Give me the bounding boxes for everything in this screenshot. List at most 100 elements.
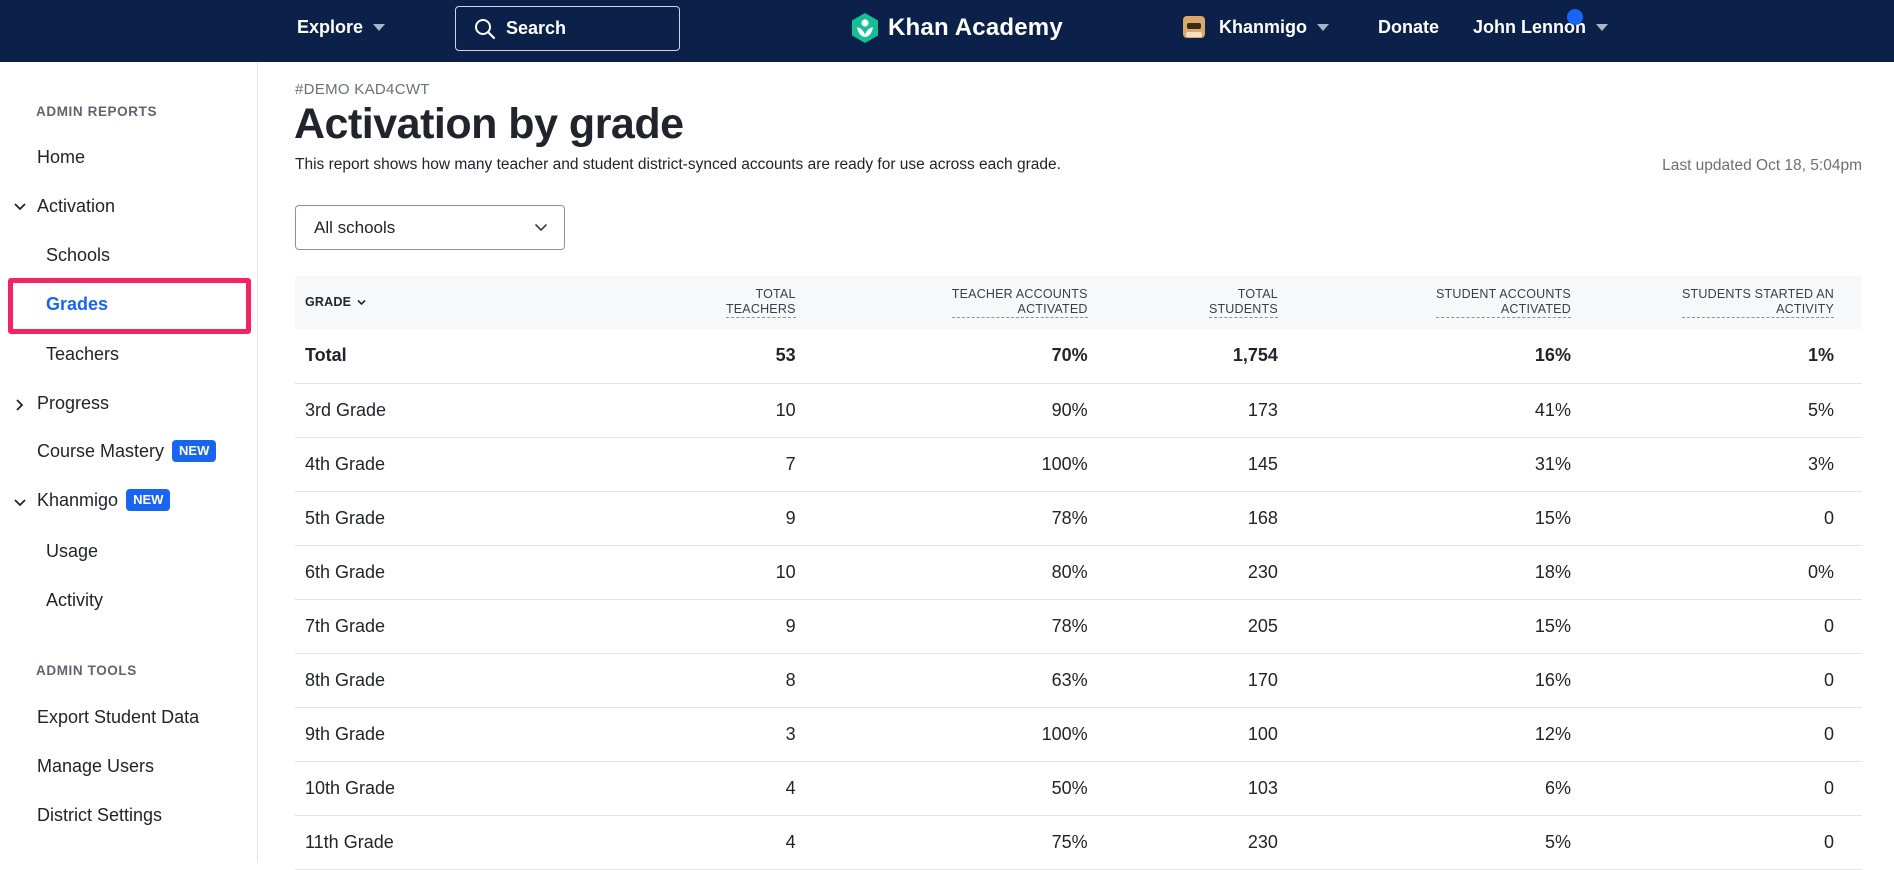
user-name: John Lennon: [1473, 16, 1586, 37]
cell-grade: 5th Grade: [295, 491, 570, 546]
chevron-down-icon[interactable]: [10, 493, 30, 513]
cell-teacher-accounts-activated: 63%: [795, 653, 1088, 708]
cell-total-students: 230: [1087, 545, 1278, 600]
sort-chevron-down-icon: [357, 299, 366, 306]
cell-grade: 8th Grade: [295, 653, 570, 708]
sidebar-item-khanmigo[interactable]: Khanmigo NEW: [37, 489, 171, 511]
sidebar-item-activity[interactable]: Activity: [46, 590, 104, 610]
column-header-line: TEACHERS: [725, 302, 796, 316]
cell-grade: 9th Grade: [295, 707, 570, 762]
sidebar-item-label: Course Mastery: [37, 440, 165, 461]
cell-teacher-accounts-activated: 75%: [795, 815, 1088, 870]
cell-student-accounts-activated: 5%: [1277, 815, 1571, 870]
school-filter-dropdown[interactable]: All schools: [295, 205, 565, 250]
cell-grade: 4th Grade: [295, 437, 570, 492]
search-button[interactable]: Search: [455, 6, 680, 51]
cell-total-teachers: 9: [569, 491, 796, 546]
cell-total-teachers: 7: [569, 437, 796, 492]
column-header-line: STUDENT ACCOUNTS: [1436, 287, 1571, 301]
column-header-line: ACTIVATED: [1500, 302, 1571, 316]
cell-total-teachers: 4: [569, 815, 796, 870]
sidebar-item-export-student-data[interactable]: Export Student Data: [37, 707, 200, 727]
logo-text: Khan Academy: [888, 14, 1063, 41]
sidebar-item-usage[interactable]: Usage: [46, 541, 99, 561]
column-header-grade[interactable]: GRADE: [295, 276, 570, 329]
sidebar-item-teachers[interactable]: Teachers: [46, 344, 120, 364]
cell-student-accounts-activated: 16%: [1277, 653, 1571, 708]
column-header-teacher-accounts-activated[interactable]: TEACHER ACCOUNTS ACTIVATED: [796, 276, 1088, 329]
cell-students-started-activity: 0: [1570, 653, 1862, 708]
cell-students-started-activity: 1%: [1570, 329, 1862, 384]
cell-teacher-accounts-activated: 78%: [795, 599, 1088, 654]
cell-students-started-activity: 0: [1570, 599, 1862, 654]
cell-student-accounts-activated: 15%: [1277, 599, 1571, 654]
cell-student-accounts-activated: 15%: [1277, 491, 1571, 546]
column-header-line: STUDENTS: [1208, 302, 1278, 316]
column-header-line: ACTIVITY: [1776, 302, 1834, 316]
table-row: 8th Grade 8 63% 170 16% 0: [295, 653, 1862, 708]
cell-total-students: 100: [1087, 707, 1278, 762]
chevron-down-icon[interactable]: [10, 197, 30, 217]
sidebar-item-manage-users[interactable]: Manage Users: [37, 756, 155, 776]
column-header-label: TOTAL TEACHERS: [725, 287, 796, 318]
selected-item-highlight: [8, 278, 251, 334]
cell-total-students: 205: [1087, 599, 1278, 654]
cell-student-accounts-activated: 31%: [1277, 437, 1571, 492]
column-header-total-students[interactable]: TOTAL STUDENTS: [1088, 276, 1278, 329]
cell-student-accounts-activated: 6%: [1277, 761, 1571, 816]
sidebar-item-course-mastery[interactable]: Course Mastery NEW: [37, 440, 217, 462]
khan-academy-logo-icon: [852, 13, 878, 43]
cell-teacher-accounts-activated: 50%: [795, 761, 1088, 816]
column-header-line: TOTAL: [755, 287, 796, 301]
cell-total-teachers: 3: [569, 707, 796, 762]
chevron-right-icon[interactable]: [10, 395, 30, 415]
column-header-total-teachers[interactable]: TOTAL TEACHERS: [570, 276, 796, 329]
cell-total-students: 145: [1087, 437, 1278, 492]
new-badge: NEW: [172, 440, 217, 462]
table-row-total: Total 53 70% 1,754 16% 1%: [295, 329, 1862, 384]
cell-total-teachers: 53: [569, 329, 796, 384]
cell-student-accounts-activated: 16%: [1277, 329, 1571, 384]
explore-menu-button[interactable]: Explore: [297, 0, 386, 54]
cell-teacher-accounts-activated: 100%: [795, 437, 1088, 492]
table-row: 7th Grade 9 78% 205 15% 0: [295, 599, 1862, 654]
column-header-students-started-activity[interactable]: STUDENTS STARTED AN ACTIVITY: [1571, 276, 1862, 329]
cell-teacher-accounts-activated: 80%: [795, 545, 1088, 600]
chevron-down-icon: [1317, 23, 1329, 31]
table-row: 6th Grade 10 80% 230 18% 0%: [295, 545, 1862, 600]
sidebar-item-progress[interactable]: Progress: [37, 393, 110, 413]
sidebar-item-schools[interactable]: Schools: [46, 245, 111, 265]
search-label: Search: [506, 18, 567, 38]
cell-total-students: 170: [1087, 653, 1278, 708]
cell-total-students: 173: [1087, 383, 1278, 438]
explore-label: Explore: [297, 16, 364, 37]
cell-grade: 6th Grade: [295, 545, 570, 600]
user-menu-button[interactable]: John Lennon: [1473, 0, 1608, 54]
cell-students-started-activity: 3%: [1570, 437, 1862, 492]
sidebar-item-home[interactable]: Home: [37, 147, 86, 167]
column-header-label: STUDENTS STARTED AN ACTIVITY: [1682, 287, 1834, 318]
sidebar-item-grades[interactable]: Grades: [46, 294, 109, 314]
donate-link[interactable]: Donate: [1378, 0, 1439, 54]
sidebar-item-activation[interactable]: Activation: [37, 196, 116, 216]
cell-total-students: 168: [1087, 491, 1278, 546]
column-header-label: TEACHER ACCOUNTS ACTIVATED: [951, 287, 1088, 318]
cell-total-students: 230: [1087, 815, 1278, 870]
section-admin-reports: ADMIN REPORTS: [36, 104, 158, 119]
khan-academy-logo[interactable]: Khan Academy: [850, 0, 1063, 56]
cell-total-teachers: 8: [569, 653, 796, 708]
khanmigo-avatar-icon: [1183, 16, 1205, 38]
cell-students-started-activity: 0: [1570, 491, 1862, 546]
admin-sidebar: ADMIN REPORTS Home Activation Schools Gr…: [0, 62, 258, 862]
table-row: 5th Grade 9 78% 168 15% 0: [295, 491, 1862, 546]
last-updated-timestamp: Last updated Oct 18, 5:04pm: [1662, 157, 1862, 174]
column-header-line: TEACHER ACCOUNTS: [951, 287, 1088, 301]
page-description: This report shows how many teacher and s…: [295, 156, 1061, 173]
sidebar-item-district-settings[interactable]: District Settings: [37, 805, 163, 825]
chevron-down-icon: [1595, 23, 1608, 31]
column-header-label: GRADE: [305, 295, 352, 309]
column-header-student-accounts-activated[interactable]: STUDENT ACCOUNTS ACTIVATED: [1278, 276, 1571, 329]
cell-grade: 7th Grade: [295, 599, 570, 654]
khanmigo-menu-button[interactable]: Khanmigo: [1183, 0, 1329, 54]
column-header-line: ACTIVATED: [1017, 302, 1088, 316]
